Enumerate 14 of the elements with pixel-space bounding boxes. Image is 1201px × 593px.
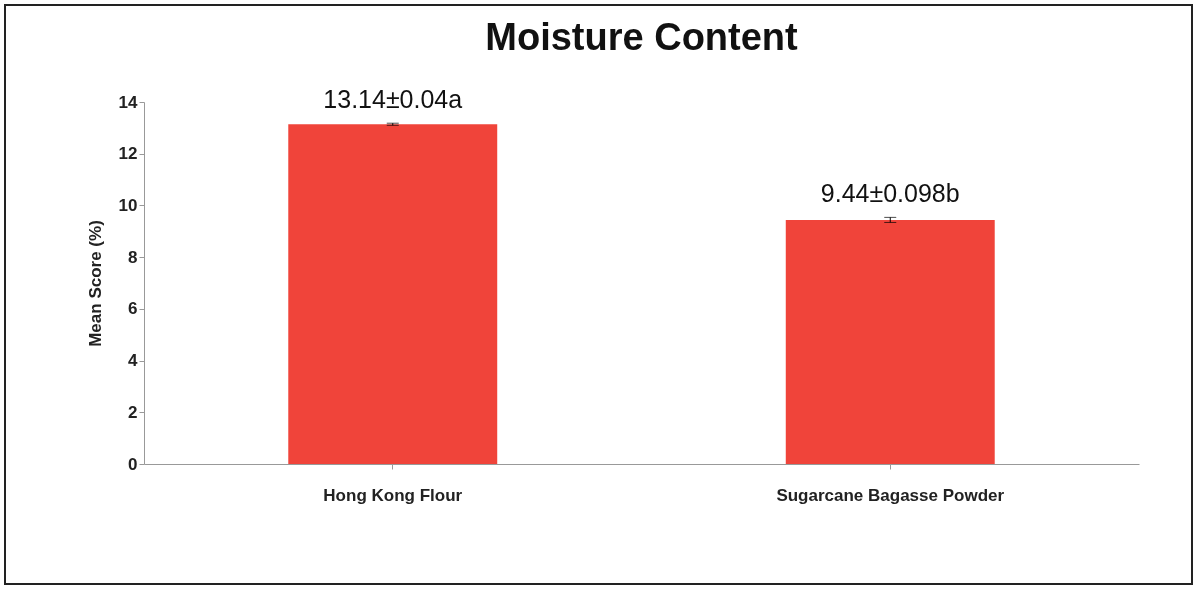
y-tick-label: 12 xyxy=(118,144,138,164)
data-label: 9.44±0.098b xyxy=(820,179,960,208)
y-tick-label: 4 xyxy=(128,351,139,371)
y-axis-title: Mean Score (%) xyxy=(85,220,105,347)
y-tick-label: 6 xyxy=(128,299,138,319)
y-tick-label: 0 xyxy=(128,454,138,474)
data-label: 13.14±0.04a xyxy=(323,85,463,114)
chart-title: Moisture Content xyxy=(485,16,799,59)
y-tick-label: 2 xyxy=(128,402,138,422)
y-tick-label: 10 xyxy=(118,195,138,215)
x-tick-label: Hong Kong Flour xyxy=(323,485,463,505)
y-tick-label: 8 xyxy=(128,247,138,267)
y-tick-label: 14 xyxy=(118,92,139,112)
x-tick-label: Sugarcane Bagasse Powder xyxy=(776,485,1005,505)
